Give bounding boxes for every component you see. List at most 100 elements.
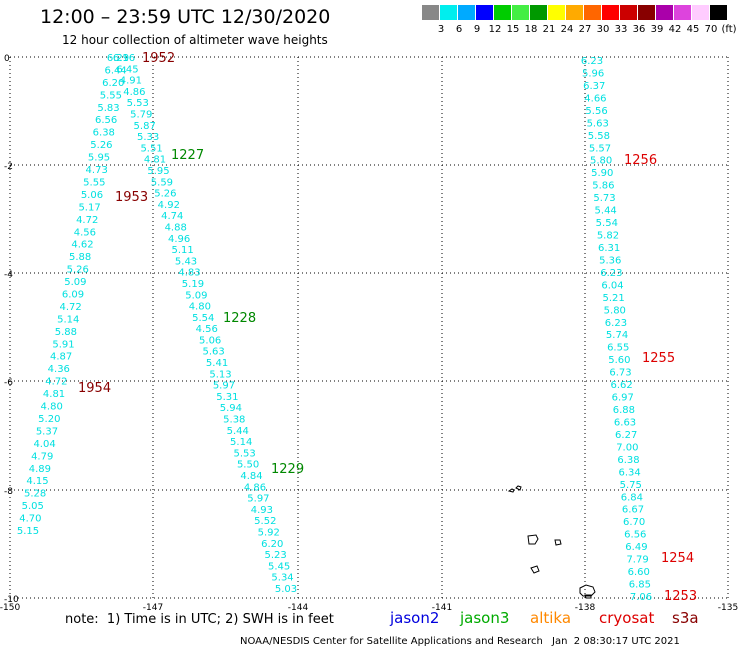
wave-height-value: 5.03 bbox=[275, 584, 297, 595]
legend-label: 6 bbox=[455, 24, 463, 35]
wave-height-value: 6.23 bbox=[581, 56, 603, 67]
wave-height-value: 5.15 bbox=[17, 526, 39, 537]
wave-height-value: 5.86 bbox=[592, 181, 614, 192]
wave-height-value: 5.28 bbox=[24, 489, 46, 500]
wave-height-value: 6.23 bbox=[600, 268, 622, 279]
legend-label: 33 bbox=[614, 24, 628, 35]
legend-swatch bbox=[440, 5, 457, 20]
pass-time-label: 1228 bbox=[223, 311, 256, 326]
wave-height-value: 4.72 bbox=[59, 302, 81, 313]
wave-height-value: 5.17 bbox=[78, 202, 100, 213]
wave-height-value: 5.75 bbox=[620, 480, 642, 491]
wave-height-value: 6.20 bbox=[102, 78, 124, 89]
satellite-label: altika bbox=[530, 609, 572, 627]
wave-height-value: 7.00 bbox=[616, 442, 638, 453]
generated-timestamp: Jan 2 08:30:17 UTC 2021 bbox=[552, 636, 680, 647]
island-shape bbox=[515, 485, 522, 491]
pass-time-label: 1253 bbox=[664, 589, 697, 604]
wave-height-value: 4.70 bbox=[19, 514, 41, 525]
x-tick-label: -147 bbox=[143, 603, 163, 613]
wave-height-value: 5.54 bbox=[192, 313, 214, 324]
wave-height-value: 6.04 bbox=[601, 280, 623, 291]
legend-label: 12 bbox=[488, 24, 502, 35]
pass-time-label: 1255 bbox=[642, 351, 675, 366]
wave-height-value: 4.56 bbox=[74, 227, 96, 238]
wave-height-value: 5.92 bbox=[258, 528, 280, 539]
legend-label: 24 bbox=[560, 24, 574, 35]
y-tick-label: -2 bbox=[4, 162, 13, 172]
wave-height-value: 5.56 bbox=[585, 106, 607, 117]
wave-height-value: 4.79 bbox=[31, 451, 53, 462]
wave-height-value: 5.97 bbox=[247, 494, 269, 505]
island-shape bbox=[579, 584, 596, 597]
wave-height-value: 5.43 bbox=[175, 256, 197, 267]
wave-height-value: 5.41 bbox=[206, 358, 228, 369]
wave-height-value: 4.88 bbox=[165, 222, 187, 233]
wave-height-value: 4.73 bbox=[86, 165, 108, 176]
wave-height-value: 5.95 bbox=[88, 153, 110, 164]
wave-height-value: 5.55 bbox=[83, 177, 105, 188]
y-tick-label: 0 bbox=[4, 54, 10, 64]
wave-height-value: 5.80 bbox=[590, 156, 612, 167]
satellite-label: jason2 bbox=[390, 609, 440, 627]
chart-title: 12:00 – 23:59 UTC 12/30/2020 bbox=[40, 6, 331, 28]
wave-height-value: 4.96 bbox=[168, 234, 190, 245]
axis-labels: 0 -2 -4 -6 -8 -10-150 -147 -144 -141 -138 -135 bbox=[0, 54, 738, 613]
island-shape bbox=[554, 539, 562, 546]
wave-height-value: 4.74 bbox=[161, 211, 183, 222]
wave-height-value: 4.84 bbox=[240, 471, 262, 482]
wave-height-value: 6.85 bbox=[629, 580, 651, 591]
wave-height-value: 5.50 bbox=[237, 460, 259, 471]
wave-height-value: 6.70 bbox=[623, 517, 645, 528]
wave-height-value: 5.23 bbox=[265, 550, 287, 561]
legend-label: 42 bbox=[668, 24, 682, 35]
wave-height-value: 5.74 bbox=[606, 330, 628, 341]
wave-height-value: 5.63 bbox=[202, 347, 224, 358]
legend-swatch bbox=[548, 5, 565, 20]
wave-height-value: 5.26 bbox=[154, 189, 176, 200]
legend-swatch bbox=[656, 5, 673, 20]
wave-height-value: 5.97 bbox=[213, 381, 235, 392]
wave-height-value: 4.81 bbox=[144, 155, 166, 166]
island-outlines bbox=[507, 485, 596, 599]
legend-label: 36 bbox=[632, 24, 646, 35]
legend-label: 15 bbox=[506, 24, 520, 35]
wave-height-value: 5.80 bbox=[604, 305, 626, 316]
legend-swatch bbox=[620, 5, 637, 20]
wave-height-value: 5.79 bbox=[130, 109, 152, 120]
legend-label: 18 bbox=[524, 24, 538, 35]
wave-height-value: 5.31 bbox=[216, 392, 238, 403]
legend-swatch bbox=[512, 5, 529, 20]
wave-height-value: 5.90 bbox=[591, 168, 613, 179]
wave-height-value: 4.66 bbox=[584, 93, 606, 104]
wave-height-value: 6.97 bbox=[612, 393, 634, 404]
y-tick-label: -4 bbox=[4, 270, 13, 280]
wave-height-value: 4.15 bbox=[26, 476, 48, 487]
legend-swatch bbox=[476, 5, 493, 20]
wave-height-value: 4.72 bbox=[76, 215, 98, 226]
wave-height-value: 5.11 bbox=[171, 245, 193, 256]
pass-time-label: 1254 bbox=[661, 551, 694, 566]
wave-height-value: 5.91 bbox=[52, 339, 74, 350]
legend-label: 70 bbox=[704, 24, 718, 35]
wave-height-value: 5.13 bbox=[209, 369, 231, 380]
wave-height-value: 5.58 bbox=[588, 131, 610, 142]
y-tick-label: -6 bbox=[4, 378, 13, 388]
wave-height-value: 5.45 bbox=[268, 561, 290, 572]
wave-height-value: 5.73 bbox=[593, 193, 615, 204]
wave-height-value: 4.87 bbox=[50, 352, 72, 363]
x-tick-label: -138 bbox=[575, 603, 596, 613]
footnote: note: 1) Time is in UTC; 2) SWH is in fe… bbox=[65, 612, 334, 627]
legend-label: 27 bbox=[578, 24, 592, 35]
wave-height-value: 4.86 bbox=[123, 87, 145, 98]
wave-height-value: 5.06 bbox=[81, 190, 103, 201]
wave-height-value: 6.55 bbox=[607, 343, 629, 354]
island-shape bbox=[507, 488, 515, 493]
wave-height-value: 5.51 bbox=[140, 143, 162, 154]
wave-height-value: 4.81 bbox=[43, 389, 65, 400]
pass-time-labels: 1952 1227 1953 1228 1954 1229 1256 1255 1254 1253 bbox=[78, 51, 697, 604]
wave-height-value: 4.80 bbox=[189, 302, 211, 313]
credit-line: NOAA/NESDIS Center for Satellite Applica… bbox=[240, 636, 543, 647]
wave-height-value: 6.09 bbox=[62, 290, 84, 301]
